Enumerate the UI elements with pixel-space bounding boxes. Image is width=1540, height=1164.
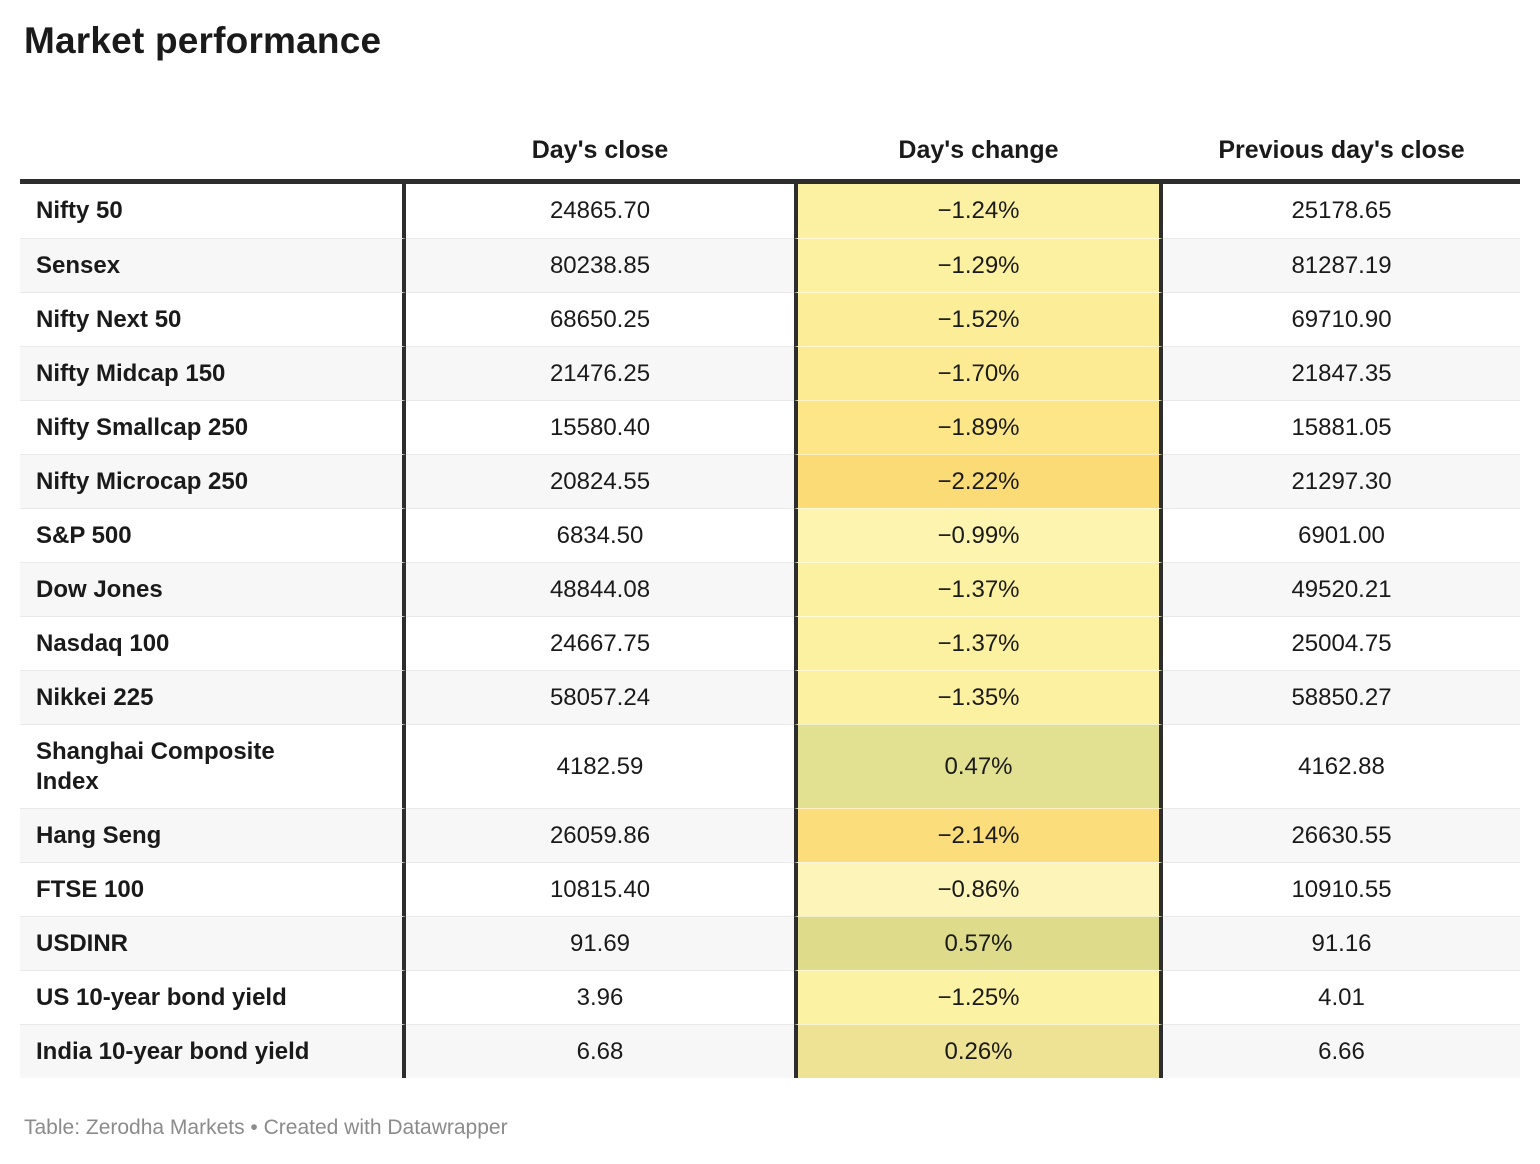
days-change-value: 0.57% <box>794 916 1163 970</box>
row-label: Nifty 50 <box>20 184 406 238</box>
row-label: US 10-year bond yield <box>20 970 406 1024</box>
previous-days-close-value: 15881.05 <box>1163 400 1520 454</box>
table-row: India 10-year bond yield 6.68 0.26% 6.66 <box>20 1024 1520 1078</box>
table-row: Nifty Smallcap 250 15580.40 −1.89% 15881.05 <box>20 400 1520 454</box>
row-label: USDINR <box>20 916 406 970</box>
previous-days-close-value: 6.66 <box>1163 1024 1520 1078</box>
days-change-value: −1.37% <box>794 616 1163 670</box>
days-close-value: 58057.24 <box>406 670 794 724</box>
row-label: Nikkei 225 <box>20 670 406 724</box>
row-label: Nasdaq 100 <box>20 616 406 670</box>
table-row: Shanghai Composite Index 4182.59 0.47% 4162… <box>20 724 1520 808</box>
days-change-value: −1.89% <box>794 400 1163 454</box>
previous-days-close-value: 26630.55 <box>1163 808 1520 862</box>
days-change-value: −0.99% <box>794 508 1163 562</box>
days-close-value: 80238.85 <box>406 238 794 292</box>
previous-days-close-value: 81287.19 <box>1163 238 1520 292</box>
table-row: Nifty Next 50 68650.25 −1.52% 69710.90 <box>20 292 1520 346</box>
table-row: Nifty 50 24865.70 −1.24% 25178.65 <box>20 184 1520 238</box>
days-change-value: −1.52% <box>794 292 1163 346</box>
table-row: Hang Seng 26059.86 −2.14% 26630.55 <box>20 808 1520 862</box>
days-close-value: 24667.75 <box>406 616 794 670</box>
days-close-value: 20824.55 <box>406 454 794 508</box>
days-close-value: 10815.40 <box>406 862 794 916</box>
table-row: Dow Jones 48844.08 −1.37% 49520.21 <box>20 562 1520 616</box>
days-close-value: 3.96 <box>406 970 794 1024</box>
header-previous-days-close: Previous day's close <box>1218 136 1465 164</box>
header-days-close: Day's close <box>531 136 669 164</box>
row-label: Dow Jones <box>20 562 406 616</box>
row-label: Nifty Microcap 250 <box>20 454 406 508</box>
days-close-value: 68650.25 <box>406 292 794 346</box>
days-change-value: −1.37% <box>794 562 1163 616</box>
row-label: S&P 500 <box>20 508 406 562</box>
days-change-value: 0.47% <box>794 724 1163 808</box>
days-change-value: 0.26% <box>794 1024 1163 1078</box>
days-close-value: 6.68 <box>406 1024 794 1078</box>
days-close-value: 48844.08 <box>406 562 794 616</box>
previous-days-close-value: 21297.30 <box>1163 454 1520 508</box>
table-row: Nifty Microcap 250 20824.55 −2.22% 21297.30 <box>20 454 1520 508</box>
days-change-value: −0.86% <box>794 862 1163 916</box>
previous-days-close-value: 69710.90 <box>1163 292 1520 346</box>
row-label: Sensex <box>20 238 406 292</box>
table-row: FTSE 100 10815.40 −0.86% 10910.55 <box>20 862 1520 916</box>
footer-credit: Table: Zerodha Markets • Created with Da… <box>24 1116 508 1139</box>
row-label: Nifty Smallcap 250 <box>20 400 406 454</box>
days-change-value: −1.25% <box>794 970 1163 1024</box>
previous-days-close-value: 25178.65 <box>1291 197 1392 224</box>
table-row: S&P 500 6834.50 −0.99% 6901.00 <box>20 508 1520 562</box>
row-label: FTSE 100 <box>20 862 406 916</box>
table-row: Nifty Midcap 150 21476.25 −1.70% 21847.35 <box>20 346 1520 400</box>
previous-days-close-value: 10910.55 <box>1163 862 1520 916</box>
table-row: Nasdaq 100 24667.75 −1.37% 25004.75 <box>20 616 1520 670</box>
previous-days-close-value: 25004.75 <box>1163 616 1520 670</box>
days-change-value: −2.14% <box>794 808 1163 862</box>
days-change-value: −1.24% <box>794 184 1163 238</box>
days-close-value: 26059.86 <box>406 808 794 862</box>
days-change-value: −1.35% <box>794 670 1163 724</box>
table-row: Nikkei 225 58057.24 −1.35% 58850.27 <box>20 670 1520 724</box>
table-header-row: Day's close Day's change Previous day's … <box>20 112 1520 184</box>
days-close-value: 15580.40 <box>406 400 794 454</box>
row-label: Shanghai Composite Index <box>20 724 406 808</box>
days-close-value: 6834.50 <box>406 508 794 562</box>
previous-days-close-value: 49520.21 <box>1163 562 1520 616</box>
table-row: USDINR 91.69 0.57% 91.16 <box>20 916 1520 970</box>
previous-days-close-value: 4162.88 <box>1163 724 1520 808</box>
days-close-value: 4182.59 <box>406 724 794 808</box>
previous-days-close-value: 91.16 <box>1163 916 1520 970</box>
days-close-value: 21476.25 <box>406 346 794 400</box>
market-table: Day's close Day's change Previous day's … <box>20 112 1520 1078</box>
previous-days-close-value: 4.01 <box>1163 970 1520 1024</box>
previous-days-close-value: 6901.00 <box>1163 508 1520 562</box>
days-change-value: −2.22% <box>794 454 1163 508</box>
header-days-change: Day's change <box>898 136 1059 164</box>
table-row: Sensex 80238.85 −1.29% 81287.19 <box>20 238 1520 292</box>
row-label: India 10-year bond yield <box>20 1024 406 1078</box>
page-title: Market performance <box>24 20 382 61</box>
days-close-value: 91.69 <box>406 916 794 970</box>
table-row: US 10-year bond yield 3.96 −1.25% 4.01 <box>20 970 1520 1024</box>
previous-days-close-value: 21847.35 <box>1163 346 1520 400</box>
days-change-value: −1.29% <box>794 238 1163 292</box>
row-label: Hang Seng <box>20 808 406 862</box>
days-change-value: −1.70% <box>794 346 1163 400</box>
table-body: Nifty 50 24865.70 −1.24% 25178.65 Sensex 8023… <box>20 184 1520 1078</box>
previous-days-close-value: 58850.27 <box>1163 670 1520 724</box>
days-close-value: 24865.70 <box>549 197 651 224</box>
row-label: Nifty Midcap 150 <box>20 346 406 400</box>
header-row-label <box>20 165 406 179</box>
row-label: Nifty Next 50 <box>20 292 406 346</box>
